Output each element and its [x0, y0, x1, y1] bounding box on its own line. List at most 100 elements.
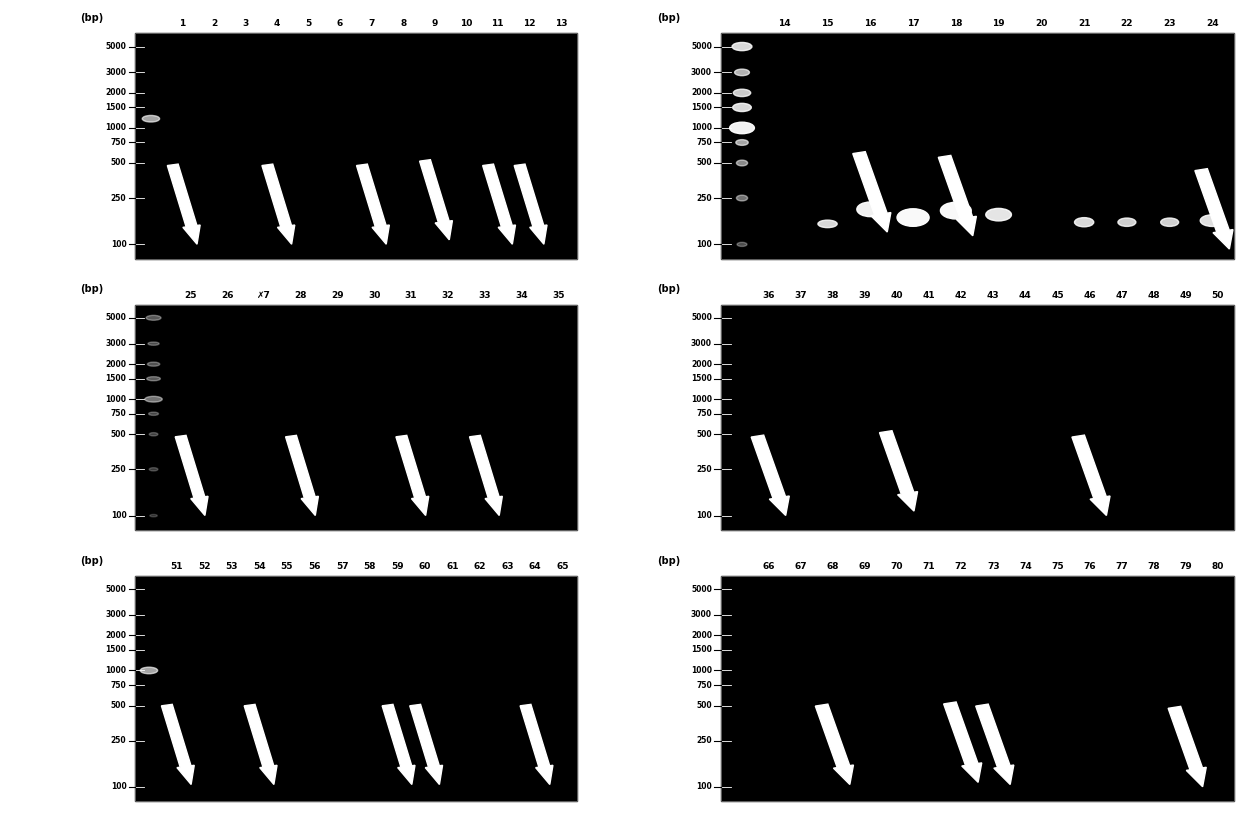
Text: 1500: 1500	[691, 645, 712, 654]
Text: 60: 60	[419, 561, 432, 570]
Text: 3000: 3000	[691, 68, 712, 77]
Text: 5000: 5000	[691, 42, 712, 51]
Text: 750: 750	[696, 138, 712, 147]
Text: 7: 7	[368, 19, 374, 28]
Text: 52: 52	[198, 561, 211, 570]
Text: 79: 79	[1179, 561, 1192, 570]
Text: 5000: 5000	[105, 313, 126, 322]
Text: 61: 61	[446, 561, 459, 570]
Text: 9: 9	[432, 19, 438, 28]
Text: 15: 15	[821, 19, 833, 28]
Text: 1: 1	[180, 19, 186, 28]
Text: 500: 500	[697, 159, 712, 168]
Text: 23: 23	[1163, 19, 1176, 28]
Text: 2000: 2000	[691, 89, 712, 97]
Text: 3: 3	[242, 19, 249, 28]
Text: 5000: 5000	[691, 313, 712, 322]
Text: 64: 64	[529, 561, 542, 570]
Text: 250: 250	[110, 193, 126, 202]
Text: 3000: 3000	[691, 339, 712, 349]
Text: 100: 100	[696, 783, 712, 792]
Text: 55: 55	[280, 561, 293, 570]
Text: 70: 70	[890, 561, 903, 570]
Text: 4: 4	[274, 19, 280, 28]
Text: 500: 500	[697, 430, 712, 439]
Text: 78: 78	[1147, 561, 1159, 570]
Text: (bp): (bp)	[81, 556, 104, 566]
Text: 3000: 3000	[105, 611, 126, 620]
Text: 62: 62	[474, 561, 486, 570]
Text: 750: 750	[696, 681, 712, 690]
Text: 750: 750	[110, 138, 126, 147]
Text: 16: 16	[864, 19, 877, 28]
Text: 80: 80	[1211, 561, 1224, 570]
Text: 5000: 5000	[691, 584, 712, 593]
Text: 100: 100	[696, 240, 712, 249]
Text: 100: 100	[110, 783, 126, 792]
Text: 8: 8	[401, 19, 407, 28]
Text: 25: 25	[184, 290, 197, 299]
Text: 73: 73	[987, 561, 999, 570]
Text: 43: 43	[987, 290, 999, 299]
Text: 500: 500	[110, 701, 126, 710]
Text: 30: 30	[368, 290, 381, 299]
Text: 33: 33	[479, 290, 491, 299]
Text: 11: 11	[491, 19, 503, 28]
Text: 21: 21	[1078, 19, 1090, 28]
Text: 19: 19	[992, 19, 1004, 28]
Text: 100: 100	[110, 511, 126, 520]
Text: 40: 40	[890, 290, 903, 299]
Text: 500: 500	[110, 159, 126, 168]
Text: 1000: 1000	[691, 666, 712, 675]
Text: 49: 49	[1179, 290, 1192, 299]
Text: 500: 500	[110, 430, 126, 439]
Text: 57: 57	[336, 561, 348, 570]
Text: 750: 750	[110, 681, 126, 690]
Text: 500: 500	[697, 701, 712, 710]
Text: 250: 250	[697, 193, 712, 202]
Text: 44: 44	[1019, 290, 1032, 299]
Text: 2000: 2000	[691, 631, 712, 640]
Text: 12: 12	[523, 19, 536, 28]
Text: 1000: 1000	[105, 395, 126, 404]
Text: 29: 29	[331, 290, 343, 299]
Text: 250: 250	[697, 464, 712, 473]
Text: 74: 74	[1019, 561, 1032, 570]
Text: 53: 53	[226, 561, 238, 570]
Text: 39: 39	[858, 290, 872, 299]
Text: 63: 63	[501, 561, 513, 570]
Text: 250: 250	[110, 464, 126, 473]
Text: 48: 48	[1147, 290, 1159, 299]
Text: 2000: 2000	[105, 89, 126, 97]
Text: 36: 36	[763, 290, 775, 299]
Text: 50: 50	[1211, 290, 1224, 299]
Text: 1500: 1500	[105, 374, 126, 383]
Text: 250: 250	[697, 736, 712, 745]
Text: 100: 100	[110, 240, 126, 249]
Text: 1500: 1500	[105, 103, 126, 112]
Text: 6: 6	[337, 19, 343, 28]
Text: 69: 69	[858, 561, 872, 570]
Text: 3000: 3000	[105, 68, 126, 77]
Text: 250: 250	[110, 736, 126, 745]
Text: 10: 10	[460, 19, 472, 28]
Text: (bp): (bp)	[657, 284, 681, 294]
Text: 47: 47	[1115, 290, 1128, 299]
Text: (bp): (bp)	[657, 556, 681, 566]
Text: 28: 28	[294, 290, 308, 299]
Text: 1000: 1000	[691, 395, 712, 404]
Text: 5000: 5000	[105, 42, 126, 51]
Text: 1000: 1000	[105, 666, 126, 675]
Text: 1000: 1000	[691, 123, 712, 132]
Text: 46: 46	[1084, 290, 1096, 299]
Text: 1000: 1000	[105, 123, 126, 132]
Text: 75: 75	[1052, 561, 1064, 570]
Text: 37: 37	[795, 290, 807, 299]
Text: 56: 56	[309, 561, 321, 570]
Text: (bp): (bp)	[81, 284, 104, 294]
Text: 42: 42	[955, 290, 967, 299]
Text: 5000: 5000	[105, 584, 126, 593]
Text: 2000: 2000	[105, 631, 126, 640]
Text: 13: 13	[554, 19, 567, 28]
Text: 17: 17	[906, 19, 919, 28]
